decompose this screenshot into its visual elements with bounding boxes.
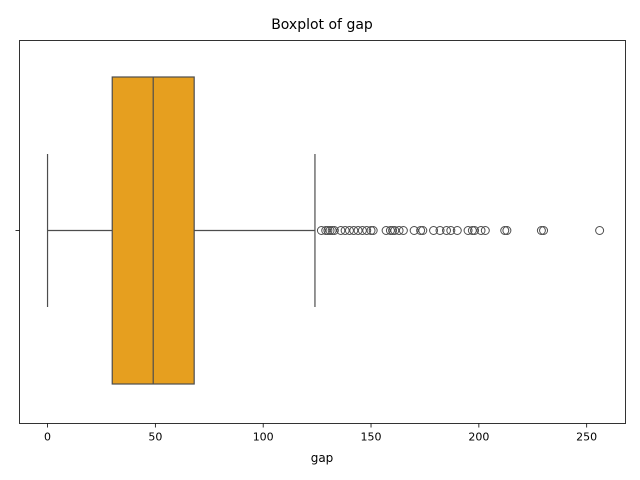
outlier-point — [325, 226, 335, 235]
outlier-point — [467, 226, 477, 235]
outlier-point — [470, 226, 480, 235]
outlier-point — [539, 226, 549, 235]
outlier-point — [429, 226, 439, 235]
chart-title: Boxplot of gap — [271, 17, 373, 33]
outlier-point — [340, 226, 350, 235]
chart-marks — [46, 76, 605, 385]
x-tick-label: 0 — [44, 431, 51, 444]
outlier-point — [321, 226, 331, 235]
outlier-point — [323, 226, 333, 235]
outlier-point — [390, 226, 400, 235]
plot-area — [19, 40, 626, 424]
outlier-point — [366, 226, 376, 235]
outlier-point — [595, 226, 605, 235]
x-axis: 0 50 100 150 200 250 — [44, 423, 597, 444]
outlier-point — [480, 226, 490, 235]
outlier-point — [502, 226, 512, 235]
outlier-point — [418, 226, 428, 235]
outlier-point — [416, 226, 426, 235]
outlier-point — [463, 226, 473, 235]
outlier-point — [316, 226, 326, 235]
x-axis-label: gap — [311, 451, 334, 465]
outlier-point — [476, 226, 486, 235]
outlier-point — [409, 226, 419, 235]
outlier-point — [349, 226, 359, 235]
outlier-point — [398, 226, 408, 235]
outlier-point — [500, 226, 510, 235]
outlier-point — [357, 226, 367, 235]
x-tick-label: 200 — [468, 431, 489, 444]
outlier-point — [344, 226, 354, 235]
outlier-point — [446, 226, 456, 235]
outlier-point — [536, 226, 546, 235]
x-tick-label: 50 — [148, 431, 162, 444]
outlier-point — [327, 226, 337, 235]
outlier-point — [435, 226, 445, 235]
outlier-point — [385, 226, 395, 235]
x-tick-label: 250 — [576, 431, 597, 444]
outlier-point — [381, 226, 391, 235]
outlier-point — [442, 226, 452, 235]
outlier-point — [336, 226, 346, 235]
outlier-point — [368, 226, 378, 235]
outlier-point — [388, 226, 398, 235]
outlier-point — [353, 226, 363, 235]
outlier-point — [329, 226, 339, 235]
x-tick-label: 100 — [253, 431, 274, 444]
outlier-point — [394, 226, 404, 235]
outlier-point — [452, 226, 462, 235]
outlier-point — [362, 226, 372, 235]
x-tick-label: 150 — [361, 431, 382, 444]
